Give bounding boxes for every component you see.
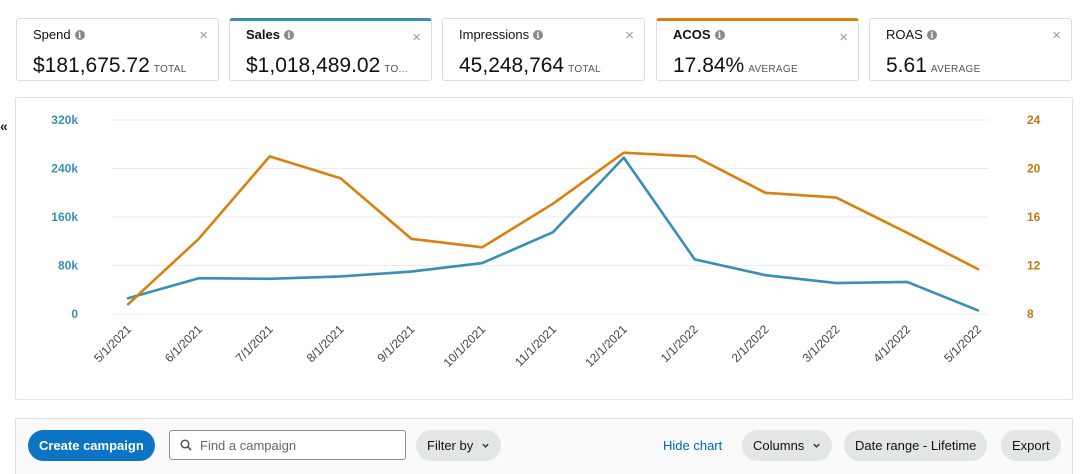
metric-suffix: TOTAL [568, 64, 601, 75]
metric-suffix: TOTAL [153, 64, 187, 75]
metric-value: $181,675.72 [33, 54, 150, 77]
x-tick-label: 5/1/2022 [941, 322, 984, 365]
y-right-tick-label: 8 [1027, 307, 1034, 321]
y-left-tick-label: 160k [51, 210, 78, 224]
metric-value: 45,248,764 [459, 54, 565, 77]
close-icon[interactable]: × [412, 29, 421, 46]
series-line-acos [126, 151, 980, 306]
search-campaign-input[interactable]: Find a campaign [169, 430, 406, 460]
metric-value: $1,018,489.02 [246, 54, 381, 77]
metric-card-acos[interactable]: ACOS i × 17.84% AVERAGE [656, 18, 859, 81]
metric-suffix: TO... [384, 64, 408, 75]
metric-value: 5.61 [886, 54, 927, 77]
info-icon[interactable]: i [74, 29, 85, 40]
info-icon[interactable]: i [714, 29, 725, 40]
y-left-tick-label: 0 [71, 307, 78, 321]
collapse-sidebar-icon[interactable]: « [0, 118, 8, 134]
y-left-tick-label: 240k [51, 162, 78, 176]
metric-card-spend[interactable]: Spend i × $181,675.72 TOTAL [16, 18, 219, 81]
metric-label: Spend [33, 27, 71, 42]
metric-card-sales[interactable]: Sales i × $1,018,489.02 TO... [229, 18, 432, 81]
search-placeholder: Find a campaign [200, 437, 297, 453]
x-tick-label: 8/1/2021 [304, 322, 347, 365]
close-icon[interactable]: × [1052, 27, 1061, 44]
y-left-tick-label: 320k [51, 113, 78, 127]
x-tick-label: 10/1/2021 [441, 322, 489, 370]
chart-panel: 0 80k 160k 240k 320k 8 12 16 20 24 5/1/2021 6/1/202… [15, 97, 1073, 400]
x-tick-label: 9/1/2021 [375, 322, 418, 365]
metric-value: 17.84% [673, 54, 745, 77]
campaign-toolbar: Create campaign Find a campaign Filter b… [15, 418, 1073, 474]
create-campaign-button[interactable]: Create campaign [28, 430, 155, 461]
y-right-tick-label: 20 [1027, 162, 1041, 176]
metric-suffix: AVERAGE [930, 64, 981, 75]
x-tick-label: 12/1/2021 [582, 322, 630, 370]
hide-chart-link[interactable]: Hide chart [663, 438, 723, 453]
search-icon [180, 439, 192, 451]
metric-label: Impressions [459, 27, 530, 42]
metric-card-roas[interactable]: ROAS i × 5.61 AVERAGE [869, 18, 1072, 81]
y-right-tick-label: 24 [1027, 113, 1041, 127]
metric-label: ACOS [673, 27, 711, 42]
x-tick-label: 4/1/2022 [870, 322, 913, 365]
x-tick-label: 5/1/2021 [91, 322, 134, 365]
columns-button[interactable]: Columns [742, 430, 833, 461]
x-tick-label: 1/1/2022 [658, 322, 701, 365]
x-tick-label: 3/1/2022 [800, 322, 843, 365]
metric-suffix: AVERAGE [748, 64, 798, 75]
metric-label: ROAS [886, 27, 923, 42]
columns-label: Columns [753, 438, 805, 453]
x-tick-label: 2/1/2022 [729, 322, 772, 365]
close-icon[interactable]: × [625, 27, 634, 44]
info-icon[interactable]: i [283, 29, 294, 40]
info-icon[interactable]: i [533, 29, 544, 40]
y-left-tick-label: 80k [58, 259, 78, 273]
filter-by-label: Filter by [427, 438, 474, 453]
x-tick-label: 7/1/2021 [233, 322, 276, 365]
chevron-down-icon [813, 443, 821, 448]
y-right-tick-label: 16 [1027, 210, 1041, 224]
close-icon[interactable]: × [839, 29, 848, 46]
line-chart: 0 80k 160k 240k 320k 8 12 16 20 24 5/1/2021 6/1/202… [51, 113, 1041, 370]
x-tick-label: 6/1/2021 [162, 322, 205, 365]
x-tick-label: 11/1/2021 [512, 322, 559, 369]
y-right-tick-label: 12 [1027, 259, 1041, 273]
export-button[interactable]: Export [1001, 430, 1061, 461]
chevron-down-icon [482, 443, 489, 448]
metric-label: Sales [246, 27, 280, 42]
filter-by-button[interactable]: Filter by [416, 430, 502, 461]
close-icon[interactable]: × [199, 27, 208, 44]
metric-card-impressions[interactable]: Impressions i × 45,248,764 TOTAL [442, 18, 645, 81]
info-icon[interactable]: i [926, 29, 937, 40]
date-range-button[interactable]: Date range - Lifetime [844, 430, 988, 461]
series-line-sales [126, 156, 980, 312]
